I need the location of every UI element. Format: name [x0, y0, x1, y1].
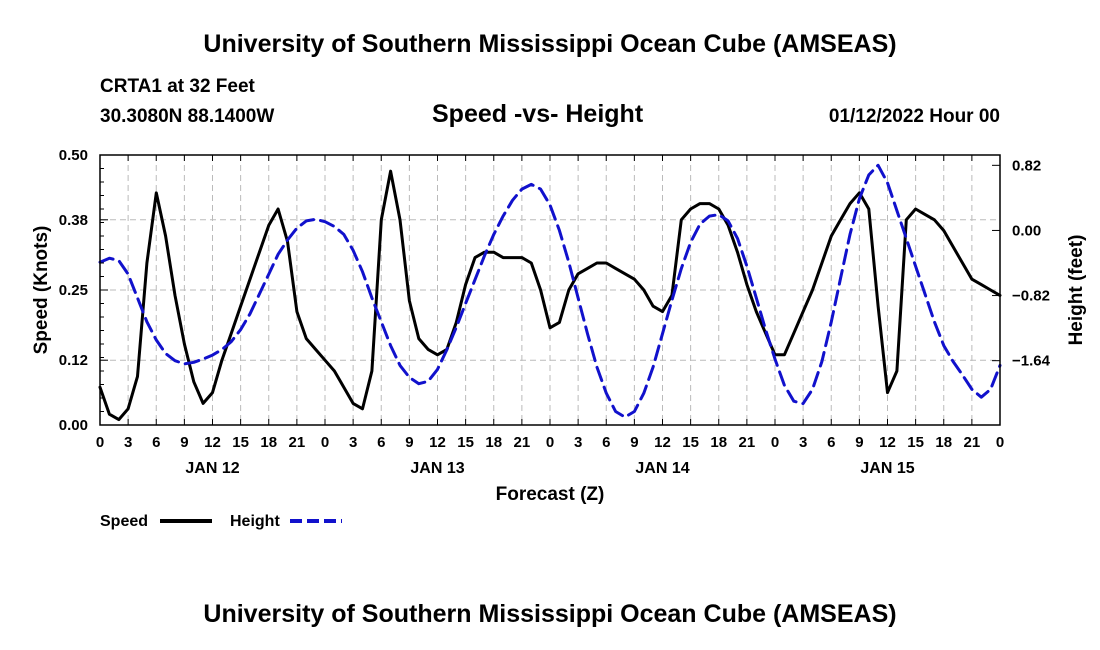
- series-line-height: [98, 163, 1002, 419]
- chart-title-top: University of Southern Mississippi Ocean…: [203, 30, 897, 58]
- axis-layer: 0 3 6 9 12 15 18 21 0 3 6 9 12 15 18 21 0 3 6 9 12 15 18 21 0 3 6 9…: [59, 147, 1051, 477]
- x-tick-label: 6: [377, 434, 385, 451]
- station-coords: 30.3080N 88.1400W: [100, 106, 275, 127]
- x-tick-label: 0: [996, 434, 1004, 451]
- x-tick-label: 12: [429, 434, 446, 451]
- y-tick-label-right: −1.64: [1012, 353, 1051, 370]
- x-tick-label: 0: [546, 434, 554, 451]
- forecast-datetime: 01/12/2022 Hour 00: [828, 106, 1000, 127]
- x-tick-label: 15: [682, 434, 699, 451]
- y-axis-left-label: Speed (Knots): [31, 226, 52, 355]
- x-tick-label: 15: [457, 434, 474, 451]
- x-tick-label: 12: [654, 434, 671, 451]
- legend-speed-label: Speed: [100, 513, 148, 530]
- x-tick-label: 18: [485, 434, 502, 451]
- legend-height-label: Height: [230, 513, 280, 530]
- x-tick-label: 3: [349, 434, 357, 451]
- x-tick-label: 12: [879, 434, 896, 451]
- y-tick-label-right: 0.82: [1012, 157, 1041, 174]
- series-layer: [98, 163, 1002, 422]
- x-tick-label: 9: [855, 434, 863, 451]
- x-tick-label: 18: [935, 434, 952, 451]
- x-tick-label: 0: [96, 434, 104, 451]
- x-tick-label: 21: [964, 434, 981, 451]
- x-tick-label: 6: [602, 434, 610, 451]
- x-axis-label: Forecast (Z): [496, 484, 605, 505]
- x-tick-label: 3: [799, 434, 807, 451]
- y-tick-label-right: 0.00: [1012, 222, 1041, 239]
- x-tick-label: 6: [827, 434, 835, 451]
- y-tick-label-left: 0.12: [59, 352, 88, 369]
- x-tick-label: 0: [321, 434, 329, 451]
- x-tick-label: 15: [232, 434, 249, 451]
- x-tick-label: 6: [152, 434, 160, 451]
- x-tick-label: 21: [514, 434, 531, 451]
- y-tick-label-left: 0.38: [59, 212, 88, 229]
- x-tick-label: 0: [771, 434, 779, 451]
- day-label: JAN 15: [860, 460, 914, 477]
- x-tick-label: 12: [204, 434, 221, 451]
- y-axis-right-label: Height (feet): [1066, 235, 1087, 346]
- x-tick-label: 15: [907, 434, 924, 451]
- series-line-speed: [98, 169, 1002, 422]
- grid-layer: [100, 155, 1000, 425]
- x-tick-label: 3: [124, 434, 132, 451]
- day-label: JAN 13: [410, 460, 464, 477]
- legend: Speed Height: [100, 513, 342, 530]
- day-label: JAN 14: [635, 460, 689, 477]
- x-tick-label: 3: [574, 434, 582, 451]
- x-tick-label: 21: [739, 434, 756, 451]
- y-tick-label-left: 0.50: [59, 147, 88, 164]
- y-tick-label-left: 0.25: [59, 282, 88, 299]
- x-tick-label: 18: [260, 434, 277, 451]
- chart-subtitle: Speed -vs- Height: [432, 100, 644, 128]
- y-tick-label-right: −0.82: [1012, 288, 1050, 305]
- x-tick-label: 9: [180, 434, 188, 451]
- x-tick-label: 9: [630, 434, 638, 451]
- day-label: JAN 12: [185, 460, 239, 477]
- x-tick-label: 18: [710, 434, 727, 451]
- chart-title-bottom: University of Southern Mississippi Ocean…: [203, 600, 897, 628]
- station-label: CRTA1 at 32 Feet: [100, 76, 255, 97]
- x-tick-label: 21: [289, 434, 306, 451]
- y-tick-label-left: 0.00: [59, 417, 88, 434]
- x-tick-label: 9: [405, 434, 413, 451]
